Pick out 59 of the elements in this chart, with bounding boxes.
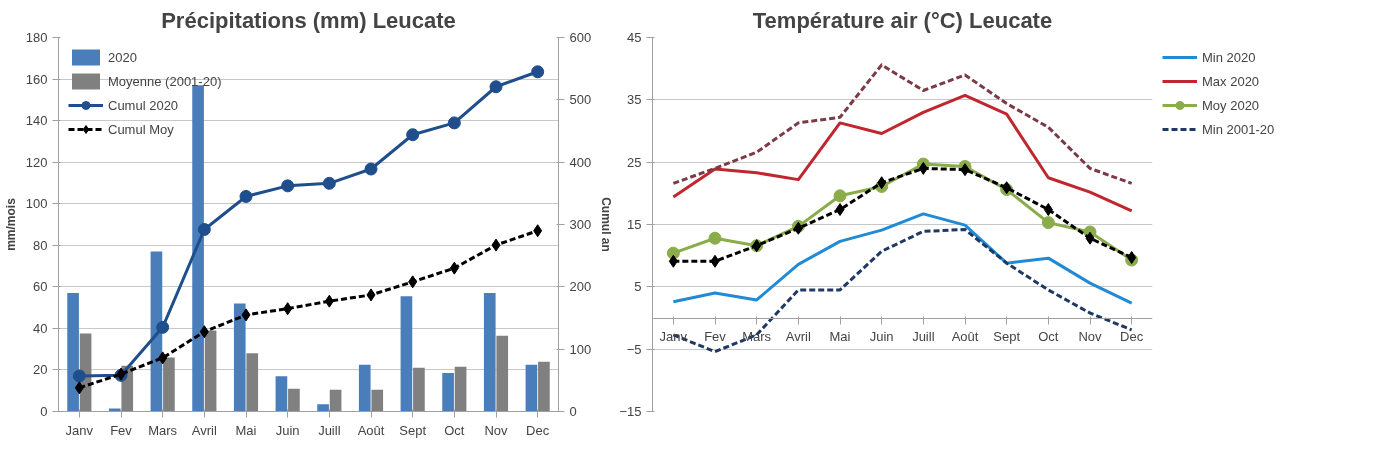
x-tick-label: Fev [704,329,727,344]
legend-label: 2020 [108,49,137,65]
x-tick-label: Août [951,329,979,344]
y-tick-label: 20 [33,362,48,378]
x-tick-label: Nov [484,422,509,438]
y-tick-label: −5 [626,341,642,357]
x-tick-label: Juill [318,422,341,438]
y-tick-label: 40 [33,320,48,336]
x-tick-label: Dec [1120,329,1144,344]
y-tick-label: 15 [627,217,642,232]
x-tick-label: Nov [1078,329,1103,344]
y-tick-label: 45 [627,30,642,45]
legend-label: Max 2020 [1202,73,1260,89]
x-tick-label: Avril [191,422,217,438]
legend-label: Cumul 2020 [108,97,179,113]
y2-tick-label: 500 [569,92,592,108]
y-tick-label: −15 [619,404,642,419]
legend-label: Moyenne (2001-20) [108,73,222,89]
y-tick-label: 60 [33,279,48,295]
legend-label: Moy 2020 [1202,97,1260,113]
chart-title: Précipitations (mm) Leucate [161,7,456,33]
y2-tick-label: 400 [569,154,592,170]
y-tick-label: 140 [25,113,48,129]
x-tick-label: Janv [659,329,688,344]
x-tick-label: Janv [65,422,94,438]
y2-tick-label: 200 [569,279,592,295]
x-tick-label: Juill [912,329,935,344]
x-tick-label: Mars [148,422,178,438]
legend-label: Min 2001-20 [1202,121,1275,137]
y-tick-label: 35 [627,92,642,108]
y-axis-title: mm/mois [3,197,18,251]
x-tick-label: Sept [399,422,427,438]
y2-tick-label: 100 [569,341,592,357]
chart-title: Température air (°C) Leucate [752,7,1053,33]
y-tick-label: 160 [25,71,48,87]
y2-tick-label: 300 [569,217,592,232]
x-tick-label: Dec [526,422,550,438]
x-tick-label: Mai [235,422,257,438]
legend-label: Cumul Moy [108,121,174,137]
y2-tick-label: 600 [569,30,592,45]
x-tick-label: Août [357,422,385,438]
y-tick-label: 180 [25,30,48,45]
x-tick-label: Oct [1038,329,1059,344]
x-tick-label: Oct [444,422,465,438]
x-tick-label: Juin [869,329,894,344]
x-tick-label: Juin [275,422,300,438]
x-tick-label: Mai [829,329,851,344]
legend-label: Min 2020 [1202,49,1256,65]
y2-axis-title: Cumul an [599,197,614,252]
y-tick-label: 80 [33,237,48,253]
y-tick-label: 25 [627,154,642,170]
y-tick-label: 5 [634,279,642,295]
y-tick-label: 100 [25,196,48,212]
y-tick-label: 120 [25,154,48,170]
y2-tick-label: 0 [569,404,577,419]
x-tick-label: Fev [110,422,133,438]
x-tick-label: Sept [993,329,1021,344]
x-tick-label: Avril [785,329,811,344]
y-tick-label: 0 [40,404,48,419]
